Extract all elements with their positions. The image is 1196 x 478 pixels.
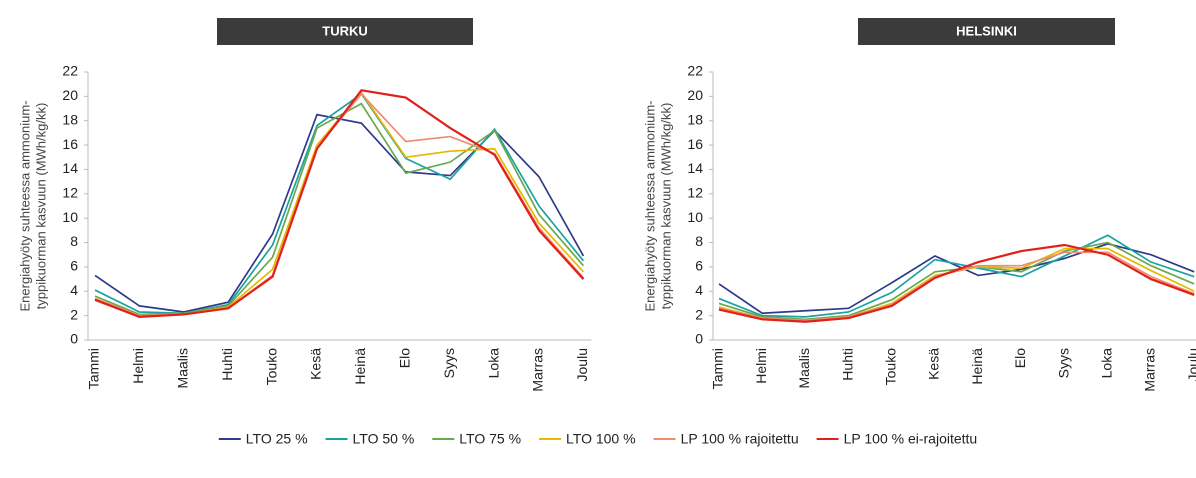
legend-label: LTO 50 % (353, 431, 415, 447)
x-tick-label: Heinä (969, 348, 985, 385)
title-box (858, 18, 1115, 45)
x-tick-label: Tammi (710, 348, 726, 389)
x-tick-label: Helmi (130, 348, 146, 384)
x-tick-label: Loka (485, 348, 501, 379)
y-tick-label: 6 (70, 258, 78, 274)
series-line (718, 242, 1195, 315)
y-tick-label: 6 (695, 258, 703, 274)
y-tick-label: 18 (62, 111, 78, 127)
x-tick-label: Heinä (352, 348, 368, 385)
y-tick-label: 20 (62, 87, 78, 103)
series-line (718, 247, 1195, 322)
legend-label: LTO 100 % (566, 431, 636, 447)
x-tick-label: Syys (1055, 348, 1071, 378)
x-tick-label: Joulu (1185, 348, 1196, 381)
y-tick-label: 20 (687, 87, 703, 103)
title-box (217, 18, 473, 45)
x-tick-label: Marras (1142, 348, 1158, 392)
y-tick-label: 14 (62, 160, 78, 176)
y-axis-label: Energiahyöty suhteessa ammonium- (17, 101, 32, 312)
x-tick-label: Elo (397, 348, 413, 368)
x-tick-label: Marras (530, 348, 546, 392)
x-tick-label: Kesä (308, 348, 324, 380)
x-tick-label: Syys (441, 348, 457, 378)
x-tick-label: Tammi (86, 348, 102, 389)
series-line (94, 91, 585, 317)
x-tick-label: Helmi (753, 348, 769, 384)
legend: LTO 25 % LTO 50 % LTO 75 % LTO 100 % LP 100 … (218, 431, 978, 447)
y-tick-label: 8 (695, 233, 703, 249)
y-tick-label: 12 (62, 185, 78, 201)
y-tick-label: 16 (687, 136, 703, 152)
x-tick-label: Elo (1012, 348, 1028, 368)
legend-label: LP 100 % rajoitettu (681, 431, 799, 447)
series-line (94, 89, 585, 318)
legend-label: LTO 75 % (459, 431, 521, 447)
y-tick-label: 0 (70, 331, 78, 347)
y-tick-label: 8 (70, 233, 78, 249)
y-axis-label: Energiahyöty suhteessa ammonium- (642, 101, 657, 312)
y-tick-label: 16 (62, 136, 78, 152)
series-line (718, 251, 1195, 322)
y-tick-label: 4 (695, 282, 703, 298)
series-line (94, 102, 585, 316)
legend-label: LP 100 % ei-rajoitettu (844, 431, 978, 447)
x-tick-label: Touko (883, 348, 899, 386)
series-line (94, 113, 585, 313)
series-line (718, 243, 1195, 323)
y-tick-label: 10 (687, 209, 703, 225)
x-tick-label: Maalis (175, 348, 191, 388)
series-line (718, 234, 1195, 318)
chart-title: HELSINKI (956, 23, 1017, 38)
series-line (94, 92, 585, 317)
y-tick-label: 4 (70, 282, 78, 298)
legend-label: LTO 25 % (246, 431, 308, 447)
y-tick-label: 18 (687, 111, 703, 127)
series-line (94, 92, 585, 315)
x-tick-label: Touko (263, 348, 279, 386)
y-tick-label: 22 (687, 63, 703, 79)
x-tick-label: Joulu (574, 348, 590, 381)
y-tick-label: 2 (70, 306, 78, 322)
y-tick-label: 14 (687, 160, 703, 176)
y-axis-label: typpikuorman kasvuun (MWh/kg/kk) (658, 103, 673, 310)
y-tick-label: 10 (62, 209, 78, 225)
y-axis-label: typpikuorman kasvuun (MWh/kg/kk) (33, 103, 48, 310)
series-line (718, 241, 1195, 321)
chart-title: TURKU (322, 23, 368, 38)
x-tick-label: Kesä (926, 348, 942, 380)
y-tick-label: 2 (695, 306, 703, 322)
x-tick-label: Huhti (219, 348, 235, 381)
y-tick-label: 22 (62, 63, 78, 79)
x-tick-label: Huhti (839, 348, 855, 381)
y-tick-label: 12 (687, 185, 703, 201)
x-tick-label: Maalis (796, 348, 812, 388)
x-tick-label: Loka (1099, 348, 1115, 379)
y-tick-label: 0 (695, 331, 703, 347)
